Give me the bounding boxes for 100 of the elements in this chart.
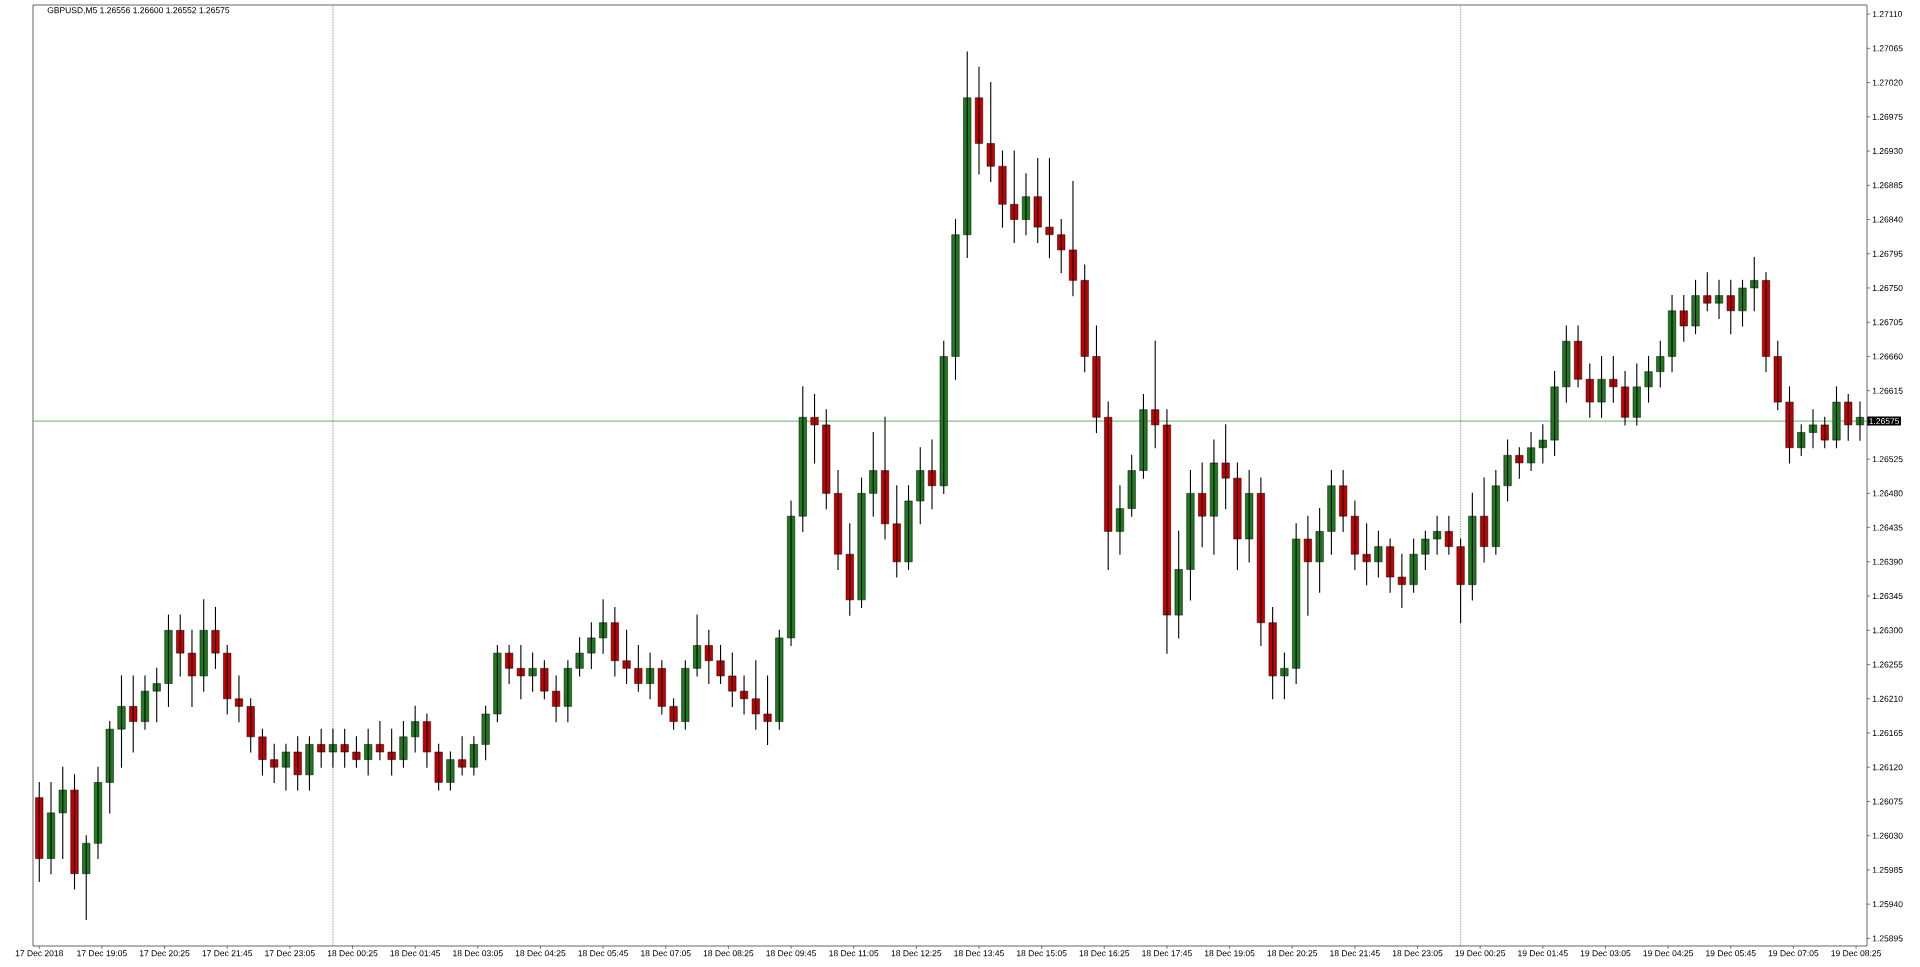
- candlestick: [199, 599, 208, 692]
- candlestick: [1421, 530, 1430, 570]
- x-tick-label: 18 Dec 03:05: [453, 950, 503, 957]
- candlestick: [1750, 257, 1759, 312]
- y-tick-label: 1.26300: [1872, 627, 1903, 634]
- candlestick: [986, 82, 995, 183]
- candlestick: [516, 644, 525, 700]
- candlestick: [728, 652, 737, 707]
- candlestick: [1703, 272, 1712, 312]
- y-tick-label: 1.27020: [1872, 79, 1903, 86]
- candlestick: [1797, 424, 1806, 456]
- candlestick: [845, 523, 854, 616]
- y-tick-label: 1.26705: [1872, 319, 1903, 326]
- x-tick-label: 18 Dec 19:05: [1204, 950, 1255, 957]
- x-tick-label: 19 Dec 08:25: [1831, 950, 1881, 957]
- candlestick: [1538, 424, 1547, 464]
- y-tick-label: 1.26255: [1872, 661, 1903, 668]
- chart-title: GBPUSD,M5 1.26556 1.26600 1.26552 1.26575: [47, 7, 230, 15]
- candlestick: [869, 431, 878, 517]
- y-tick-label: 1.26750: [1872, 284, 1903, 291]
- candlestick: [1515, 447, 1524, 479]
- candlestick: [1104, 401, 1113, 570]
- candlestick: [270, 743, 279, 783]
- candlestick: [117, 675, 126, 768]
- candlestick: [540, 660, 549, 700]
- y-tick-label: 1.26165: [1872, 730, 1903, 736]
- candlestick: [1127, 454, 1136, 517]
- candlestick: [657, 660, 666, 715]
- y-tick-label: 1.27065: [1872, 45, 1903, 52]
- candlestick: [1010, 150, 1019, 243]
- y-tick-label: 1.25985: [1872, 866, 1903, 873]
- candlestick: [293, 736, 302, 791]
- candlestick: [822, 409, 831, 510]
- y-tick-label: 1.25895: [1872, 935, 1903, 942]
- y-tick-label: 1.26795: [1872, 250, 1903, 257]
- y-tick-label: 1.26930: [1872, 148, 1903, 155]
- candlestick: [1844, 393, 1853, 441]
- candlestick: [305, 736, 314, 791]
- candlestick: [1597, 355, 1606, 418]
- candlestick: [1738, 279, 1747, 327]
- x-tick-label: 17 Dec 20:25: [139, 950, 190, 957]
- y-tick-label: 1.26480: [1872, 490, 1903, 497]
- candlestick: [1491, 470, 1500, 555]
- candlestick: [1327, 470, 1336, 555]
- candlestick: [775, 629, 784, 730]
- candlestick: [1785, 386, 1794, 464]
- x-tick-label: 18 Dec 09:45: [766, 950, 816, 957]
- x-tick-label: 19 Dec 07:05: [1768, 950, 1819, 957]
- candlestick: [1726, 279, 1735, 335]
- candlestick: [152, 667, 161, 723]
- candlestick: [599, 599, 608, 654]
- candlestick: [505, 644, 514, 685]
- candlestick: [1433, 515, 1442, 555]
- candlestick: [1186, 470, 1195, 601]
- candlestick: [1280, 652, 1289, 700]
- candlestick: [1362, 523, 1371, 586]
- candlestick: [1221, 424, 1230, 510]
- x-tick-label: 18 Dec 05:45: [578, 950, 629, 957]
- x-tick-label: 17 Dec 21:45: [202, 950, 253, 957]
- y-tick-label: 1.26840: [1872, 216, 1903, 223]
- candlestick: [1397, 553, 1406, 609]
- candlestick: [1609, 355, 1618, 403]
- candlestick: [1679, 295, 1688, 342]
- candlestick: [129, 675, 138, 753]
- candlestick: [810, 393, 819, 464]
- candlestick: [58, 766, 67, 860]
- candlestick: [317, 728, 326, 768]
- candlestick: [1057, 218, 1066, 274]
- candlestick: [1033, 158, 1042, 243]
- candlestick: [340, 728, 349, 768]
- candlestick: [904, 485, 913, 570]
- candlestick: [1550, 371, 1559, 456]
- candlestick: [1245, 470, 1254, 563]
- candlestick: [364, 728, 373, 776]
- candlestick: [105, 721, 114, 814]
- ref-line-label: 1.26575: [1869, 418, 1900, 425]
- candlestick: [211, 606, 220, 669]
- candlestick: [223, 644, 232, 715]
- candlestick: [1585, 363, 1594, 418]
- candlestick: [1233, 462, 1242, 570]
- candlestick: [246, 698, 255, 753]
- candlestick: [1339, 470, 1348, 532]
- x-tick-label: 18 Dec 13:45: [954, 950, 1004, 957]
- y-tick-label: 1.26615: [1872, 387, 1903, 394]
- x-tick-label: 17 Dec 19:05: [77, 950, 127, 957]
- x-tick-label: 18 Dec 16:25: [1079, 950, 1130, 957]
- x-tick-label: 18 Dec 07:05: [641, 950, 691, 957]
- candlestick: [35, 781, 44, 882]
- y-tick-label: 1.26345: [1872, 593, 1903, 600]
- candlestick: [798, 386, 807, 532]
- candlestick: [1503, 439, 1512, 502]
- candlestick: [1773, 340, 1782, 411]
- x-tick-label: 19 Dec 05:45: [1706, 950, 1756, 957]
- x-tick-label: 19 Dec 03:05: [1580, 950, 1631, 957]
- candlestick: [939, 340, 948, 494]
- candlestick: [1303, 515, 1312, 616]
- y-tick-label: 1.26975: [1872, 113, 1903, 120]
- candlestick: [763, 675, 772, 745]
- candlestick: [1656, 340, 1665, 388]
- x-tick-label: 18 Dec 17:45: [1142, 950, 1192, 957]
